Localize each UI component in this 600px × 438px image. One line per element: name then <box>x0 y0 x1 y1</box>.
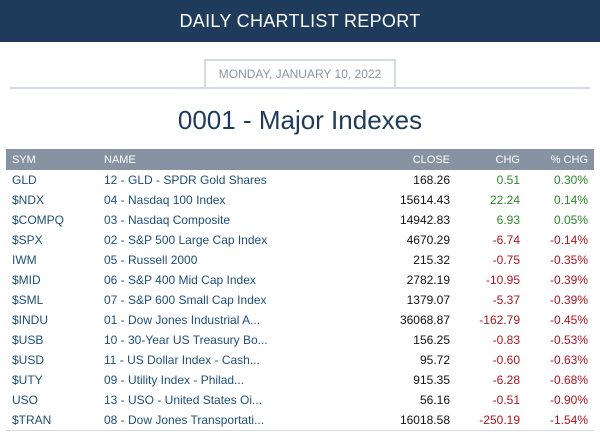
percent-change-value: 0.30% <box>553 173 588 187</box>
name-link[interactable]: 10 - 30-Year US Treasury Bo... <box>104 333 268 347</box>
indexes-table: SYM NAME CLOSE CHG % CHG GLD 12 - GLD - S… <box>6 149 594 431</box>
table-row[interactable]: USO 13 - USO - United States Oi... 56.16 -0… <box>6 390 594 410</box>
percent-change-value: -0.63% <box>549 353 588 367</box>
percent-change-value: -1.54% <box>526 410 594 431</box>
table-row[interactable]: $USB 10 - 30-Year US Treasury Bo... 156.25… <box>6 330 594 350</box>
change-value: 22.24 <box>489 193 520 207</box>
close-value: 1379.07 <box>406 293 450 307</box>
close-value: 56.16 <box>419 393 450 407</box>
percent-change-value: -0.14% <box>549 233 588 247</box>
name-link[interactable]: 05 - Russell 2000 <box>104 253 198 267</box>
close-value: 15614.43 <box>399 193 450 207</box>
column-header-pct-chg[interactable]: % CHG <box>550 153 588 166</box>
table-row[interactable]: GLD 12 - GLD - SPDR Gold Shares 168.26 0.51… <box>6 170 594 190</box>
name-link[interactable]: 06 - S&P 400 Mid Cap Index <box>104 273 256 287</box>
column-header-close[interactable]: CLOSE <box>412 153 450 166</box>
change-value: -0.75 <box>492 253 520 267</box>
table-row[interactable]: IWM 05 - Russell 2000 215.32 -0.75 -0.35% <box>6 250 594 270</box>
report-date: MONDAY, JANUARY 10, 2022 <box>204 59 396 87</box>
close-value: 215.32 <box>413 253 450 267</box>
change-value: -162.79 <box>479 313 520 327</box>
table-row[interactable]: $MID 06 - S&P 400 Mid Cap Index 2782.19 -10… <box>6 270 594 290</box>
change-value: -5.37 <box>492 293 520 307</box>
change-value: -0.60 <box>492 353 520 367</box>
report-title: DAILY CHARTLIST REPORT <box>179 10 421 31</box>
symbol-link[interactable]: $USB <box>12 333 44 347</box>
column-header-chg[interactable]: CHG <box>495 153 520 166</box>
close-value: 16018.58 <box>364 410 456 431</box>
change-value: -0.83 <box>492 333 520 347</box>
table-body: GLD 12 - GLD - SPDR Gold Shares 168.26 0.51… <box>6 170 594 431</box>
name-link[interactable]: 12 - GLD - SPDR Gold Shares <box>104 173 267 187</box>
column-header-name[interactable]: NAME <box>104 153 136 166</box>
column-header-sym[interactable]: SYM <box>12 153 36 166</box>
close-value: 915.35 <box>413 373 450 387</box>
symbol-link[interactable]: GLD <box>12 173 37 187</box>
percent-change-value: 0.05% <box>553 213 588 227</box>
symbol-link[interactable]: $INDU <box>12 313 49 327</box>
table-row[interactable]: $USD 11 - US Dollar Index - Cash... 95.72 -… <box>6 350 594 370</box>
table-row[interactable]: $SPX 02 - S&P 500 Large Cap Index 4670.29 -… <box>6 230 594 250</box>
table-header-row: SYM NAME CLOSE CHG % CHG <box>6 149 594 170</box>
table-row[interactable]: $SML 07 - S&P 600 Small Cap Index 1379.07 -… <box>6 290 594 310</box>
symbol-link[interactable]: $NDX <box>12 193 45 207</box>
name-link[interactable]: 11 - US Dollar Index - Cash... <box>104 353 260 367</box>
change-value: 0.51 <box>496 173 520 187</box>
name-link[interactable]: 07 - S&P 600 Small Cap Index <box>104 293 267 307</box>
name-link[interactable]: 01 - Dow Jones Industrial A... <box>104 313 261 327</box>
symbol-link[interactable]: $SML <box>12 293 44 307</box>
table-row[interactable]: $NDX 04 - Nasdaq 100 Index 15614.43 22.24 0.… <box>6 190 594 210</box>
table-row[interactable]: $TRAN 08 - Dow Jones Transportati... 16018… <box>6 410 594 431</box>
name-link[interactable]: 03 - Nasdaq Composite <box>104 213 231 227</box>
chartlist-title: 0001 - Major Indexes <box>177 105 423 135</box>
indexes-table-container: SYM NAME CLOSE CHG % CHG GLD 12 - GLD - S… <box>6 149 594 431</box>
change-value: -6.28 <box>492 373 520 387</box>
symbol-link[interactable]: $UTY <box>12 373 43 387</box>
report-header: DAILY CHARTLIST REPORT <box>0 0 600 42</box>
percent-change-value: -0.35% <box>549 253 588 267</box>
change-value: 6.93 <box>496 213 520 227</box>
name-link[interactable]: 09 - Utility Index - Philad... <box>104 373 245 387</box>
table-row[interactable]: $INDU 01 - Dow Jones Industrial A... 36068… <box>6 310 594 330</box>
percent-change-value: -0.90% <box>549 393 588 407</box>
close-value: 36068.87 <box>399 313 450 327</box>
symbol-link[interactable]: $USD <box>12 353 45 367</box>
close-value: 4670.29 <box>406 233 450 247</box>
close-value: 95.72 <box>419 353 450 367</box>
close-value: 156.25 <box>413 333 450 347</box>
table-row[interactable]: $UTY 09 - Utility Index - Philad... 915.35… <box>6 370 594 390</box>
percent-change-value: 0.14% <box>553 193 588 207</box>
change-value: -0.51 <box>492 393 520 407</box>
percent-change-value: -0.68% <box>549 373 588 387</box>
symbol-link[interactable]: $COMPQ <box>12 213 65 227</box>
percent-change-value: -0.53% <box>549 333 588 347</box>
percent-change-value: -0.45% <box>549 313 588 327</box>
close-value: 14942.83 <box>399 213 450 227</box>
symbol-link[interactable]: $TRAN <box>6 410 98 431</box>
name-link[interactable]: 13 - USO - United States Oi... <box>104 393 263 407</box>
symbol-link[interactable]: $SPX <box>12 233 43 247</box>
close-value: 2782.19 <box>406 273 450 287</box>
name-link[interactable]: 08 - Dow Jones Transportati... <box>98 410 364 431</box>
percent-change-value: -0.39% <box>549 273 588 287</box>
date-section: MONDAY, JANUARY 10, 2022 <box>0 42 600 89</box>
name-link[interactable]: 02 - S&P 500 Large Cap Index <box>104 233 268 247</box>
date-divider <box>10 87 590 89</box>
close-value: 168.26 <box>413 173 450 187</box>
symbol-link[interactable]: IWM <box>12 253 37 267</box>
change-value: -6.74 <box>492 233 520 247</box>
change-value: -250.19 <box>456 410 526 431</box>
symbol-link[interactable]: $MID <box>12 273 41 287</box>
percent-change-value: -0.39% <box>549 293 588 307</box>
name-link[interactable]: 04 - Nasdaq 100 Index <box>104 193 226 207</box>
table-row[interactable]: $COMPQ 03 - Nasdaq Composite 14942.83 6.93 0… <box>6 210 594 230</box>
symbol-link[interactable]: USO <box>12 393 39 407</box>
change-value: -10.95 <box>485 273 520 287</box>
